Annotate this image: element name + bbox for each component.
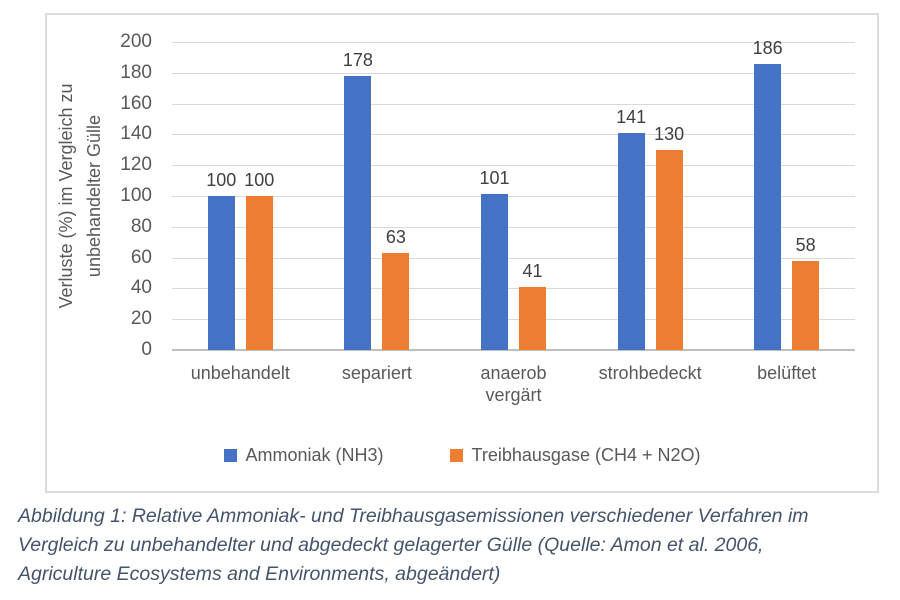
bar-value-label-ammoniak-nh3-anaerob-vergärt: 101 [479, 168, 510, 189]
gridline-180 [172, 72, 855, 74]
x-category-label-separiert: separiert [341, 363, 412, 383]
bar-treibhausgase-ch4-n2o-unbehandelt [245, 196, 273, 350]
bar-treibhausgase-ch4-n2o-anaerob-vergärt [519, 286, 546, 350]
gridline-120 [172, 165, 855, 167]
x-category-label-strohbedeckt: strohbedeckt [598, 363, 702, 383]
legend-swatch-icon-ammoniak-nh3 [223, 449, 237, 462]
gridline-60 [172, 257, 855, 259]
x-category-label-belüftet: belüftet [757, 363, 817, 383]
legend-label-treibhausgase-ch4-n2o: Treibhausgase (CH4 + N2O) [471, 445, 701, 465]
bar-value-label-treibhausgase-ch4-n2o-unbehandelt: 100 [244, 170, 275, 190]
y-tick-label-140: 140 [120, 123, 152, 145]
gridline-20 [172, 319, 855, 321]
y-tick-label-100: 100 [120, 185, 152, 206]
y-tick-label-60: 60 [130, 246, 152, 268]
y-tick-label-200: 200 [120, 31, 152, 52]
gridline-140 [172, 134, 855, 136]
bar-ammoniak-nh3-strohbedeckt [617, 132, 645, 350]
bar-value-label-treibhausgase-ch4-n2o-anaerob-vergärt: 41 [522, 260, 543, 281]
bar-ammoniak-nh3-belüftet [754, 63, 782, 350]
chart-frame: Verluste (%) im Vergleich zu unbehandelt… [45, 13, 879, 493]
x-category-label-anaerob-vergärt: anaerob vergärt [480, 363, 547, 405]
bar-ammoniak-nh3-unbehandelt [207, 196, 235, 350]
legend-label-ammoniak-nh3: Ammoniak (NH3) [245, 445, 384, 465]
bar-value-label-ammoniak-nh3-separiert: 178 [342, 49, 373, 70]
y-tick-label-40: 40 [130, 277, 152, 299]
bar-value-label-treibhausgase-ch4-n2o-separiert: 63 [385, 226, 406, 247]
bar-value-label-ammoniak-nh3-strohbedeckt: 141 [616, 106, 647, 127]
gridline-100 [172, 196, 855, 197]
caption-line-2: Vergleich zu unbehandelter und abgedeckt… [18, 534, 764, 556]
legend: Ammoniak (NH3) Treibhausgase (CH4 + N2O) [47, 445, 877, 466]
figure-caption: Abbildung 1: Relative Ammoniak- und Trei… [18, 502, 890, 589]
bar-treibhausgase-ch4-n2o-separiert [382, 252, 410, 350]
y-tick-label-20: 20 [130, 308, 152, 330]
gridline-80 [172, 226, 855, 228]
legend-swatch-icon-treibhausgase-ch4-n2o [449, 449, 463, 462]
legend-item-ammoniak-nh3: Ammoniak (NH3) [223, 445, 384, 466]
y-tick-label-80: 80 [130, 215, 152, 237]
caption-line-1: Abbildung 1: Relative Ammoniak- und Trei… [18, 505, 809, 527]
bar-ammoniak-nh3-separiert [344, 75, 372, 350]
caption-line-3: Agriculture Ecosystems and Environments,… [18, 563, 501, 585]
x-category-label-unbehandelt: unbehandelt [190, 363, 290, 383]
bar-value-label-treibhausgase-ch4-n2o-strohbedeckt: 130 [654, 123, 685, 144]
bar-value-label-ammoniak-nh3-belüftet: 186 [752, 37, 783, 58]
x-axis-line [172, 349, 855, 351]
bar-value-label-treibhausgase-ch4-n2o-belüftet: 58 [795, 234, 816, 255]
y-tick-label-180: 180 [120, 61, 152, 83]
bar-treibhausgase-ch4-n2o-belüftet [792, 260, 820, 350]
gridline-160 [172, 103, 855, 105]
y-tick-label-160: 160 [120, 92, 152, 114]
bar-value-label-ammoniak-nh3-unbehandelt: 100 [206, 170, 237, 190]
y-tick-label-0: 0 [141, 339, 152, 360]
gridline-40 [172, 288, 855, 290]
gridline-200 [172, 42, 855, 43]
y-tick-label-120: 120 [120, 154, 152, 176]
bar-ammoniak-nh3-anaerob-vergärt [481, 194, 508, 350]
legend-item-treibhausgase-ch4-n2o: Treibhausgase (CH4 + N2O) [449, 445, 701, 466]
bar-treibhausgase-ch4-n2o-strohbedeckt [655, 149, 683, 350]
